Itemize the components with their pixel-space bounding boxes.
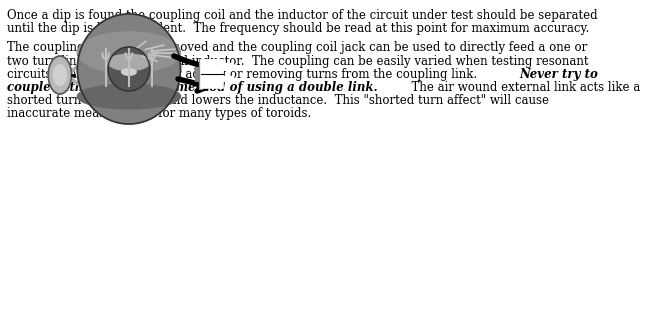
Ellipse shape [77,84,181,109]
Ellipse shape [122,69,136,75]
Ellipse shape [108,54,150,71]
Text: couple with the standard method of using a double link.: couple with the standard method of using… [6,81,377,94]
Bar [223,63,233,68]
Bar [223,76,233,81]
Ellipse shape [48,56,72,94]
Ellipse shape [77,32,181,73]
Bar [196,67,202,81]
Text: The coupling coil can be removed and the coupling coil jack can be used to direc: The coupling coil can be removed and the… [6,42,587,55]
Ellipse shape [77,65,181,89]
Text: Once a dip is found the coupling coil and the inductor of the circuit under test: Once a dip is found the coupling coil an… [6,9,597,22]
Bar [199,59,202,89]
Text: until the dip is barely evident.  The frequency should be read at this point for: until the dip is barely evident. The fre… [6,22,589,35]
Text: inaccurate measurments for many types of toroids.: inaccurate measurments for many types of… [6,107,311,120]
Bar [202,60,223,88]
Text: The air wound external link acts like a: The air wound external link acts like a [404,81,641,94]
Text: circuits containing toroids by adding or removing turns from the coupling link.: circuits containing toroids by adding or… [6,68,484,81]
Ellipse shape [53,65,66,86]
Text: two turn link coil on a toroidal inductor.  The coupling can be easily varied wh: two turn link coil on a toroidal inducto… [6,55,588,68]
Text: Never try to: Never try to [519,68,598,81]
Ellipse shape [108,47,150,91]
Text: shorted turn on the toroid and lowers the inductance.  This "shorted turn affect: shorted turn on the toroid and lowers th… [6,94,549,107]
Ellipse shape [77,14,181,124]
